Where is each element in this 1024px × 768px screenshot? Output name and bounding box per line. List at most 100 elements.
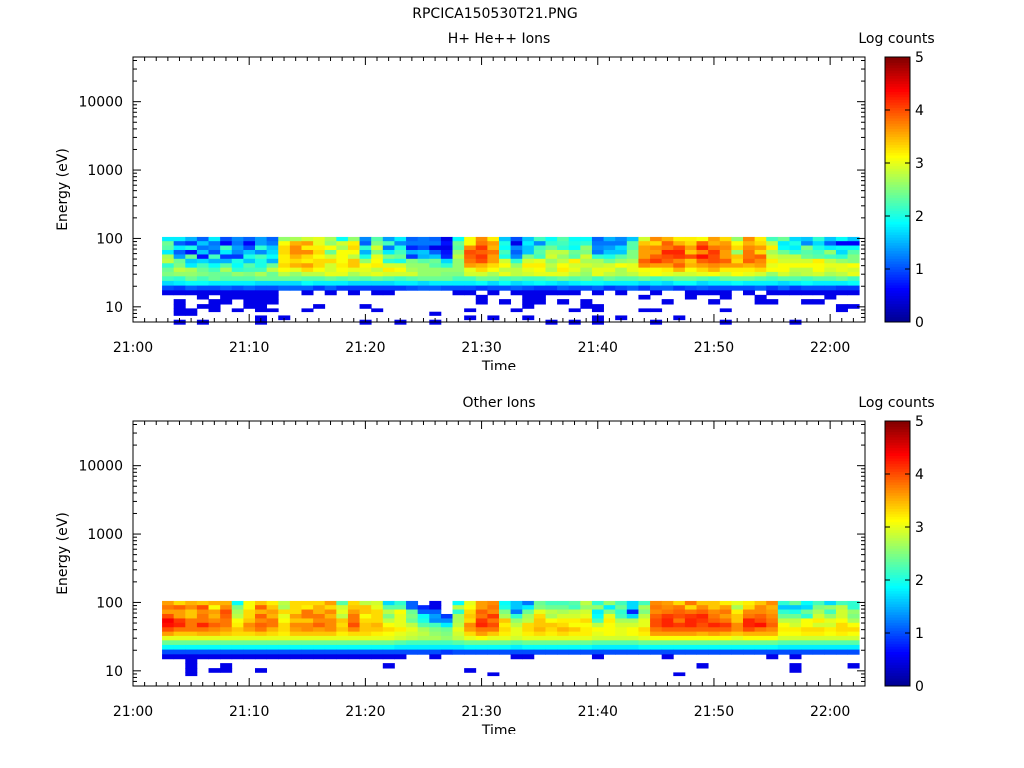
heatmap-cell [766, 605, 779, 610]
heatmap-cell [591, 654, 604, 660]
heatmap-cell [638, 618, 651, 624]
colorbar-band [885, 237, 910, 241]
heatmap-cell [568, 254, 581, 260]
heatmap-cell [347, 644, 360, 650]
heatmap-cell [510, 308, 523, 313]
heatmap-cell [243, 618, 256, 624]
heatmap-cell [406, 271, 419, 277]
heatmap-cell [289, 267, 302, 273]
heatmap-cell [440, 280, 453, 286]
heatmap-cell [522, 649, 535, 655]
colorbar-band [885, 176, 910, 180]
heatmap-cell [185, 635, 198, 641]
heatmap-cell [615, 263, 628, 269]
heatmap-cell [801, 622, 814, 628]
colorbar-band [885, 136, 910, 140]
heatmap-cell [440, 263, 453, 269]
heatmap-cell [568, 285, 581, 291]
heatmap-cell [847, 271, 860, 277]
heatmap-cell [743, 640, 756, 646]
heatmap-cell [266, 600, 279, 606]
heatmap-cell [835, 627, 848, 633]
colorbar-band [885, 319, 910, 323]
heatmap-cell [847, 649, 860, 655]
heatmap-cell [591, 635, 604, 641]
heatmap-cell [591, 627, 604, 633]
y-axis-label: Energy (eV) [55, 512, 71, 595]
heatmap-cell [847, 285, 860, 291]
heatmap-cell [510, 271, 523, 277]
heatmap-cell [452, 631, 465, 637]
heatmap-cell [743, 622, 756, 628]
heatmap-cell [499, 644, 512, 650]
heatmap-cell [464, 644, 477, 650]
heatmap-cell [382, 280, 395, 286]
colorbar-band [885, 683, 910, 687]
heatmap-cell [278, 631, 291, 637]
heatmap-cell [499, 613, 512, 619]
heatmap-cell [324, 649, 337, 655]
heatmap-cell [591, 640, 604, 646]
heatmap-cell [487, 622, 500, 628]
colorbar-band [885, 675, 910, 679]
heatmap-cell [661, 276, 674, 282]
heatmap-cell [487, 290, 500, 296]
heatmap-cell [684, 258, 697, 264]
heatmap-cell [684, 236, 697, 242]
heatmap-cell [475, 600, 488, 606]
heatmap-cell [684, 245, 697, 251]
heatmap-cell [289, 627, 302, 633]
heatmap-cell [522, 290, 535, 296]
heatmap-cell [824, 635, 837, 641]
heatmap-cell [568, 290, 581, 296]
heatmap-cell [754, 285, 767, 291]
heatmap-cell [696, 635, 709, 641]
heatmap-cell [452, 649, 465, 655]
heatmap-cell [533, 618, 546, 624]
x-axis-label: Time [481, 723, 516, 734]
heatmap-cell [835, 258, 848, 264]
heatmap-cell [417, 622, 430, 628]
heatmap-cell [475, 280, 488, 286]
heatmap-cell [510, 631, 523, 637]
heatmap-cell [568, 245, 581, 251]
colorbar-band [885, 672, 910, 676]
heatmap-cell [684, 271, 697, 277]
heatmap-cell [173, 308, 186, 313]
heatmap-cell [580, 285, 593, 291]
heatmap-cell [185, 644, 198, 650]
heatmap-cell [347, 245, 360, 251]
heatmap-cell [568, 649, 581, 655]
heatmap-cell [324, 631, 337, 637]
heatmap-cell [255, 640, 268, 646]
heatmap-cell [568, 258, 581, 264]
heatmap-cell [580, 600, 593, 606]
heatmap-cell [173, 290, 186, 296]
heatmap-cell [696, 631, 709, 637]
heatmap-cell [824, 640, 837, 646]
heatmap-cell [231, 609, 244, 615]
heatmap-cell [220, 644, 233, 650]
colorbar-band [885, 117, 910, 122]
heatmap-cell [650, 263, 663, 269]
heatmap-cell [719, 241, 732, 246]
colorbar-band [885, 192, 910, 196]
heatmap-cell [417, 271, 430, 277]
heatmap-cell [835, 631, 848, 637]
heatmap-cell [255, 285, 268, 291]
heatmap-cell [766, 600, 779, 606]
heatmap-cell [568, 236, 581, 242]
heatmap-cell [557, 249, 570, 255]
heatmap-cell [440, 254, 453, 260]
heatmap-cell [824, 245, 837, 251]
heatmap-cell [429, 267, 442, 273]
heatmap-cell [626, 635, 639, 641]
heatmap-cell [708, 258, 721, 264]
heatmap-cell [766, 299, 779, 305]
heatmap-cell [382, 276, 395, 282]
x-tick-label: 21:50 [694, 340, 734, 356]
heatmap-cell [626, 280, 639, 286]
heatmap-cell [615, 618, 628, 624]
heatmap-cell [754, 258, 767, 264]
colorbar-band [885, 194, 910, 198]
